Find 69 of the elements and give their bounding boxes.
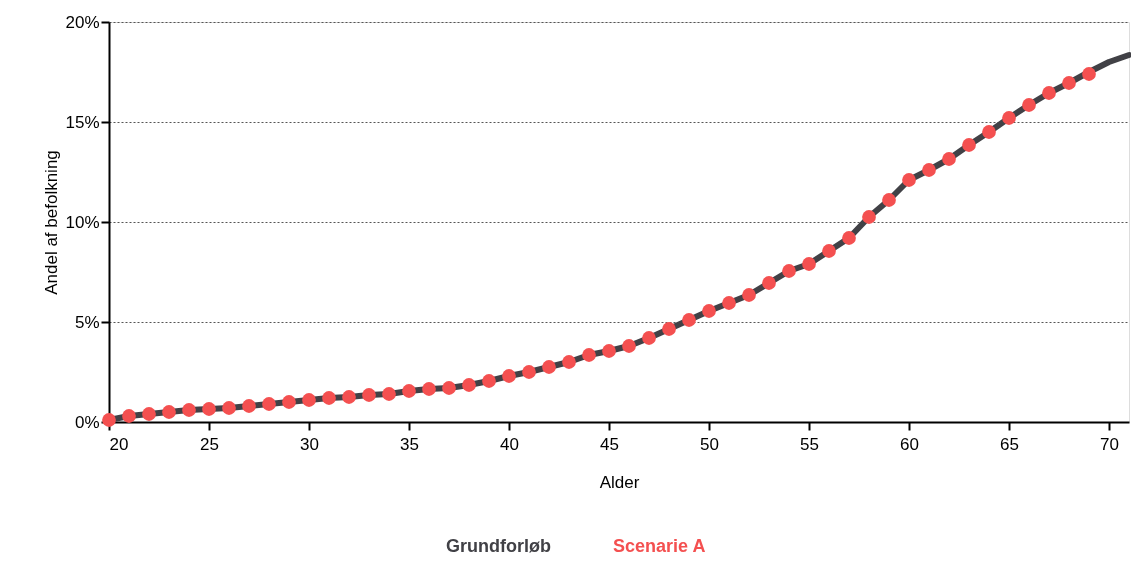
point: [782, 264, 796, 278]
point: [842, 231, 856, 245]
point: [562, 355, 576, 369]
x-tick-label: 45: [600, 434, 619, 454]
point: [602, 344, 616, 358]
x-axis-title: Alder: [599, 472, 640, 492]
point: [622, 339, 636, 353]
x-tick-label: 60: [900, 434, 919, 454]
y-axis-title: Andel af befolkning: [42, 150, 62, 295]
point: [322, 391, 336, 405]
point: [1042, 86, 1056, 100]
point: [442, 381, 456, 395]
y-tick-label: 5%: [74, 312, 100, 332]
point: [982, 125, 996, 139]
text: Grundforløb: [446, 536, 551, 556]
point: [262, 397, 276, 411]
point: [222, 401, 236, 415]
y-tick-label: 10%: [65, 212, 100, 232]
point: [242, 399, 256, 413]
point: [902, 173, 916, 187]
point: [642, 331, 656, 345]
point: [522, 365, 536, 379]
text: Scenarie A: [613, 536, 706, 556]
x-tick-label: 40: [500, 434, 519, 454]
point: [382, 387, 396, 401]
point: [542, 360, 556, 374]
point: [802, 257, 816, 271]
x-tick-label: 70: [1100, 434, 1119, 454]
point: [422, 382, 436, 396]
y-tick-label: 20%: [65, 12, 100, 32]
point: [342, 390, 356, 404]
point: [922, 163, 936, 177]
x-tick-label: 35: [400, 434, 419, 454]
point: [182, 403, 196, 417]
x-tick-label: 50: [700, 434, 719, 454]
x-tick-label: 20: [109, 434, 129, 454]
point: [962, 138, 976, 152]
point: [122, 409, 136, 423]
point: [1082, 67, 1096, 81]
point: [582, 348, 596, 362]
point: [882, 193, 896, 207]
point: [302, 393, 316, 407]
point: [502, 369, 516, 383]
point: [682, 313, 696, 327]
x-tick-label: 25: [200, 434, 219, 454]
point: [662, 322, 676, 336]
point: [862, 210, 876, 224]
point: [1002, 111, 1016, 125]
y-tick-label: 15%: [65, 112, 100, 132]
point: [722, 296, 736, 310]
point: [142, 407, 156, 421]
x-tick-label: 30: [300, 434, 319, 454]
point: [462, 378, 476, 392]
y-tick-label: 0%: [74, 412, 100, 432]
point: [762, 276, 776, 290]
point: [362, 388, 376, 402]
point: [282, 395, 296, 409]
point: [742, 288, 756, 302]
point: [702, 304, 716, 318]
point: [482, 374, 496, 388]
point: [1022, 98, 1036, 112]
x-tick-label: 55: [800, 434, 819, 454]
point: [162, 405, 176, 419]
x-tick-label: 65: [1000, 434, 1019, 454]
point: [1062, 76, 1076, 90]
point: [202, 402, 216, 416]
point: [402, 384, 416, 398]
point: [942, 152, 956, 166]
point: [822, 244, 836, 258]
